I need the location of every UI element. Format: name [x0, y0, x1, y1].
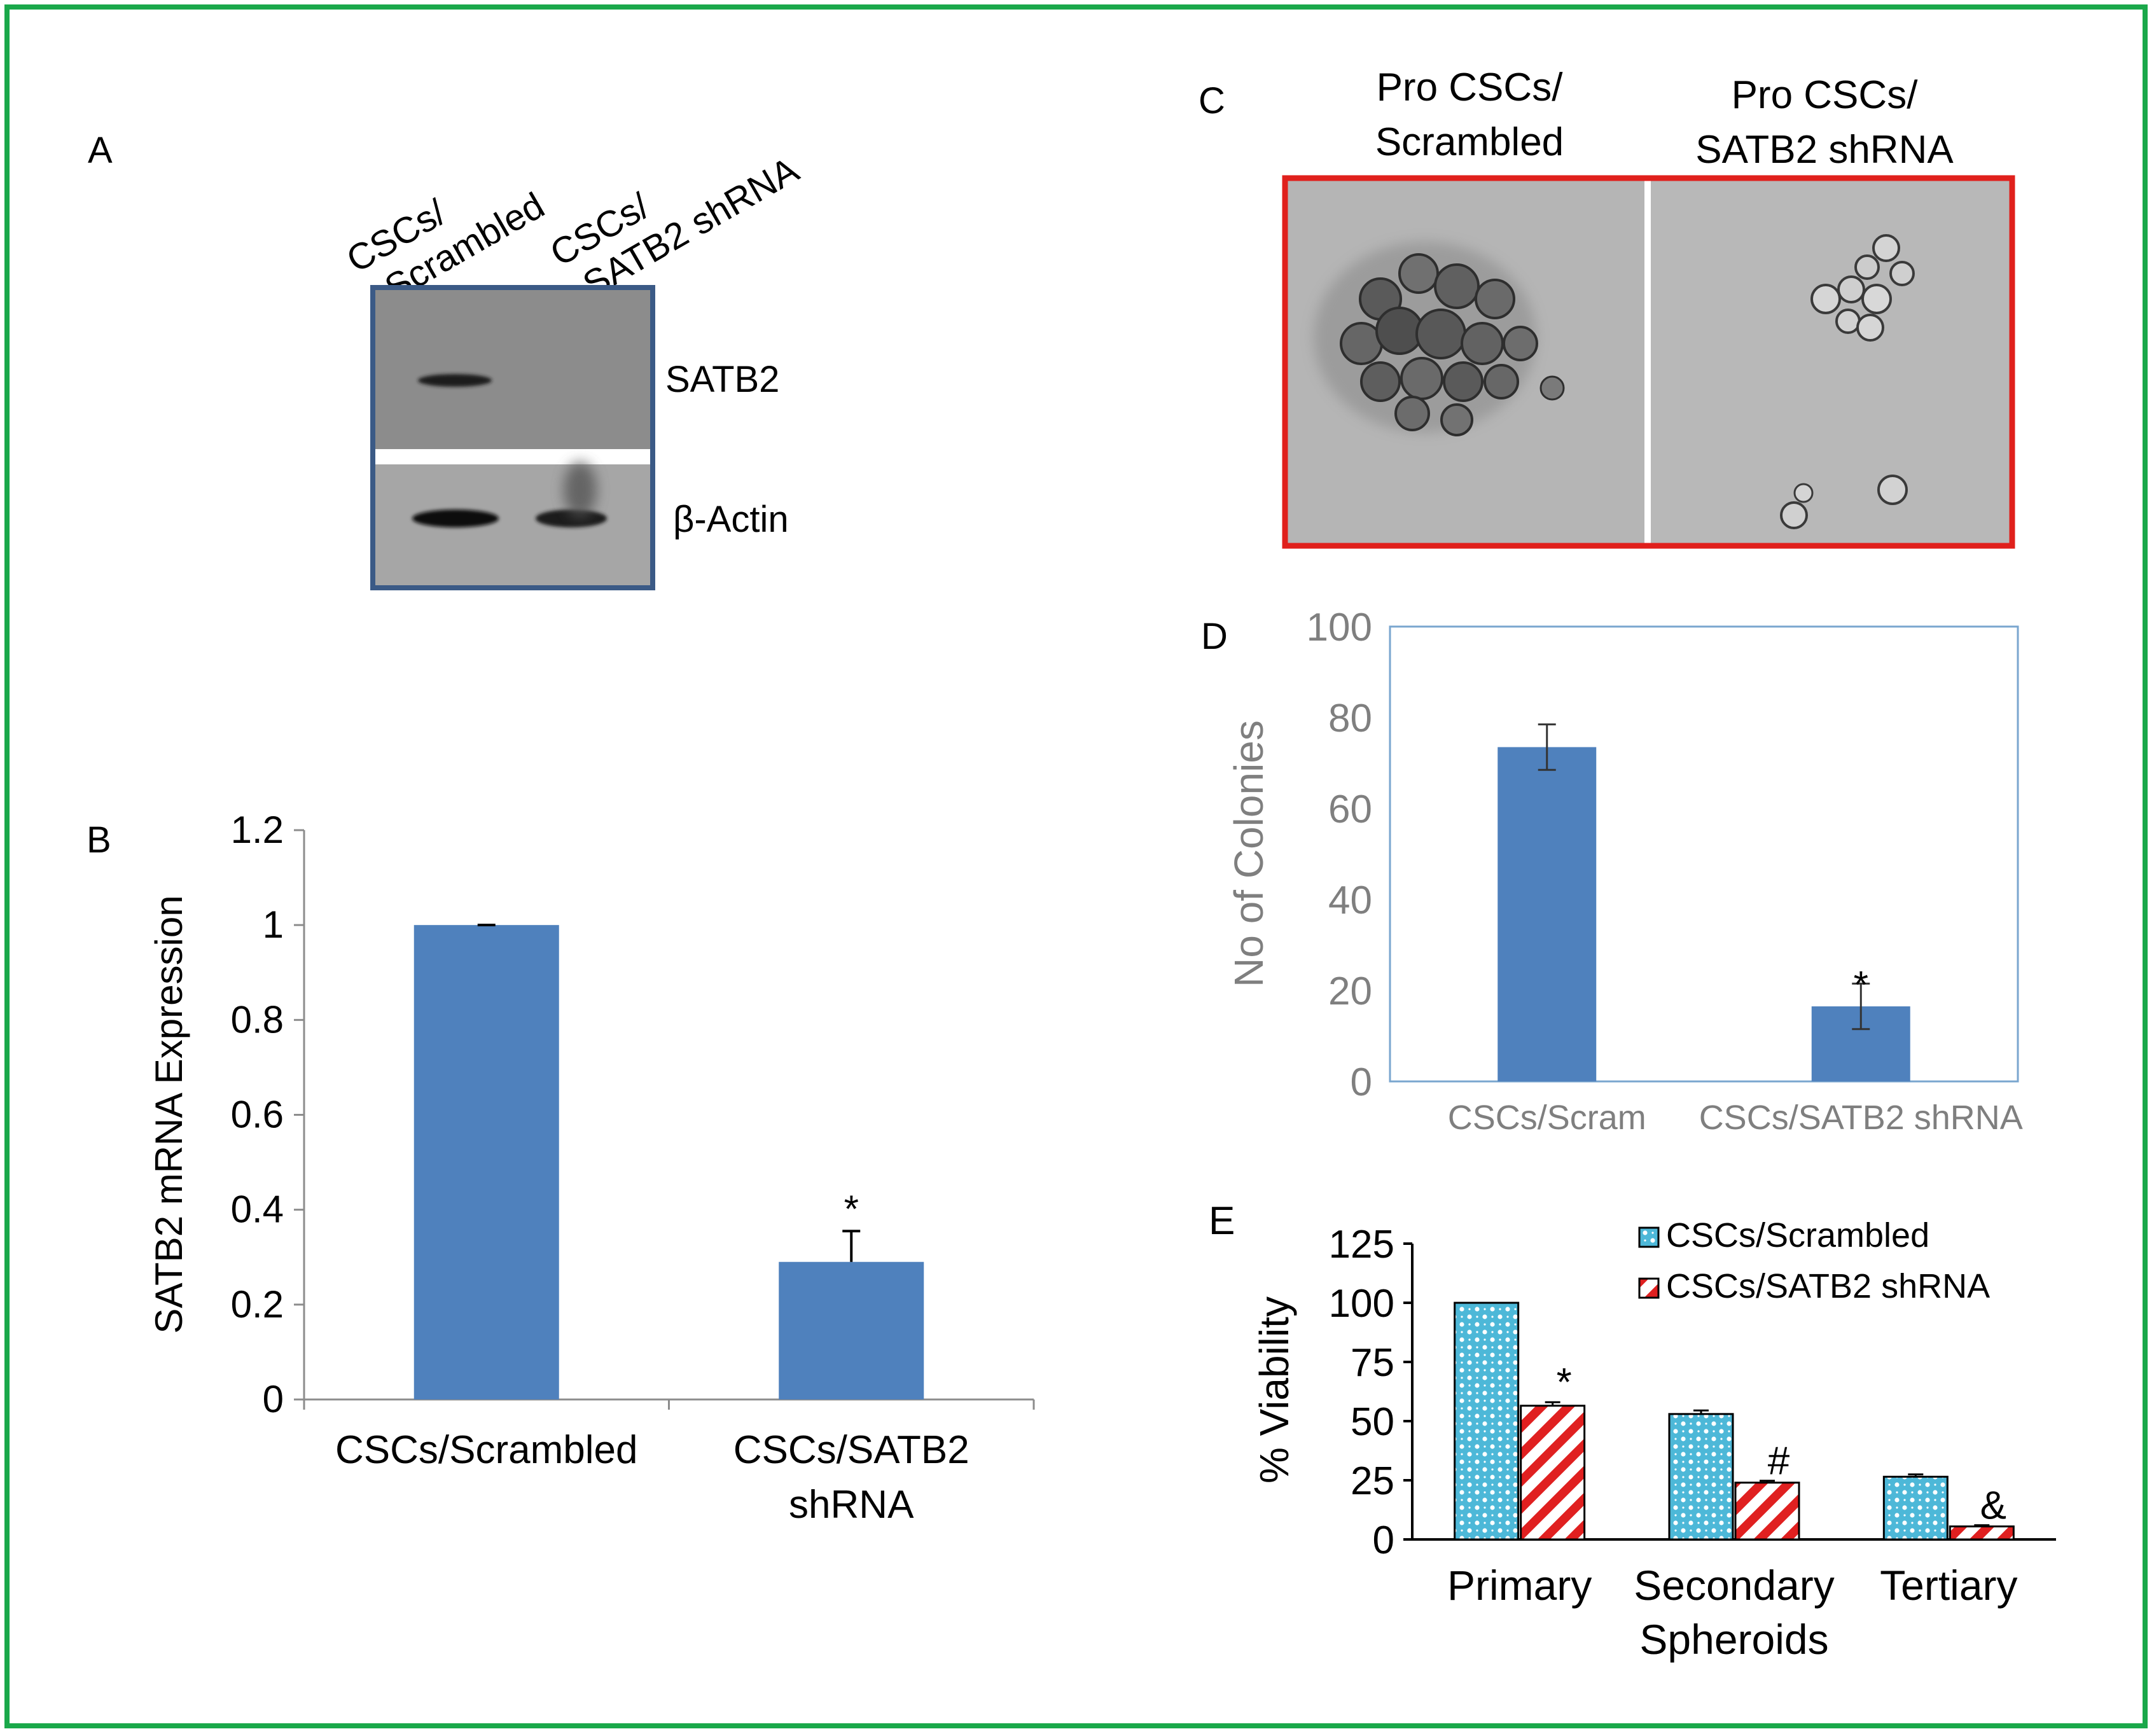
blot-separator: [373, 449, 653, 464]
y-tick-label: 0.4: [231, 1188, 284, 1231]
image-left-label-line-1: Pro CSCs/: [1377, 66, 1564, 109]
y-tick-label: 0.6: [231, 1094, 284, 1136]
y-tick-label: 1.2: [231, 809, 284, 851]
category-label: Primary: [1447, 1562, 1592, 1609]
category-label: CSCs/SATB2: [733, 1428, 969, 1472]
y-tick-label: 20: [1328, 969, 1372, 1013]
actin-band-lane-2: [536, 510, 607, 527]
blot-border: [370, 285, 655, 590]
blot-bottom-band-panel: [373, 464, 653, 588]
spheroid-large: [1314, 242, 1565, 436]
panel-d-letter: D: [1201, 616, 1228, 657]
panel-c-letter: C: [1199, 80, 1225, 122]
category-label: Secondary: [1634, 1562, 1835, 1609]
chart-e: 0 25 50 75 100 125 * # & Primary Secondary Tertiary…: [1251, 1216, 2056, 1663]
y-tick-label: 100: [1307, 606, 1372, 649]
actin-band-lane-1: [412, 510, 499, 527]
bar: [1497, 747, 1597, 1081]
bar: [1454, 1302, 1520, 1541]
actin-band-label: β-Actin: [673, 499, 789, 540]
category-label: CSCs/Scrambled: [335, 1428, 637, 1472]
category-label: shRNA: [789, 1483, 914, 1527]
image-right-label-line-1: Pro CSCs/: [1732, 73, 1919, 117]
bar: [413, 925, 559, 1399]
panel-b: B 0 0.2 0.4 0.6 0.8 1 1.2 CSCs/Scrambled * CSCs/S…: [87, 809, 1035, 1527]
legend-swatch: [1638, 1277, 1660, 1299]
y-tick-label: 0.8: [231, 998, 284, 1041]
bar: [1668, 1413, 1734, 1541]
y-tick-label: 1: [263, 903, 284, 946]
image-satb2-shrna: [1651, 178, 2012, 546]
panel-e: E 0 25 50 75 100 125 * # & Primary Secondary Tertia…: [1209, 1199, 2056, 1663]
bar: [1882, 1475, 1949, 1541]
category-label: Tertiary: [1880, 1562, 2017, 1609]
western-blot: [370, 285, 655, 590]
y-tick-label: 75: [1351, 1341, 1394, 1385]
y-tick-label: 25: [1351, 1459, 1394, 1503]
y-tick-label: 0: [1351, 1060, 1372, 1104]
y-tick-label: 0: [263, 1378, 284, 1420]
panel-b-letter: B: [87, 819, 111, 861]
bar: [779, 1261, 924, 1399]
y-tick-label: 60: [1328, 788, 1372, 831]
panel-e-letter: E: [1209, 1199, 1235, 1243]
satb2-band-lane-1: [418, 374, 492, 387]
microscopy-images: [1282, 175, 2015, 549]
bar: [1734, 1482, 1800, 1541]
image-border: [1282, 175, 2015, 549]
y-axis-label: % Viability: [1251, 1296, 1297, 1483]
bar: [1520, 1405, 1586, 1541]
legend-label: CSCs/SATB2 shRNA: [1666, 1267, 1990, 1305]
significance-marker: *: [1557, 1361, 1572, 1405]
significance-marker: &: [1980, 1484, 2006, 1528]
legend-label: CSCs/Scrambled: [1666, 1216, 1929, 1254]
y-tick-label: 50: [1351, 1400, 1394, 1444]
y-tick-label: 40: [1328, 878, 1372, 922]
spheroid-small: [1780, 234, 1915, 529]
significance-marker: #: [1768, 1440, 1790, 1483]
x-axis-label: Spheroids: [1639, 1616, 1828, 1663]
blot-top-band-panel: [373, 288, 653, 449]
category-label: CSCs/SATB2 shRNA: [1699, 1099, 2023, 1137]
chart-d: 0 20 40 60 80 100 CSCs/Scram * CSCs/SATB2 shRNA N…: [1226, 606, 2023, 1137]
chart-b: 0 0.2 0.4 0.6 0.8 1 1.2 CSCs/Scrambled * CSCs/SAT…: [148, 809, 1035, 1527]
image-divider: [1644, 178, 1651, 546]
plot-area-border: [1389, 625, 2019, 1083]
y-tick-label: 0.2: [231, 1283, 284, 1326]
panel-a-letter: A: [88, 130, 113, 171]
panel-c: C Pro CSCs/ Scrambled Pro CSCs/ SATB2 sh…: [1199, 66, 2015, 549]
y-tick-label: 0: [1373, 1518, 1394, 1562]
legend-swatch: [1638, 1226, 1660, 1248]
y-axis-label: SATB2 mRNA Expression: [148, 895, 190, 1333]
image-left-label-line-2: Scrambled: [1375, 120, 1564, 164]
y-axis-label: No of Colonies: [1226, 720, 1272, 987]
y-tick-label: 80: [1328, 697, 1372, 740]
significance-marker: *: [844, 1188, 859, 1230]
bar: [1949, 1525, 2015, 1541]
panel-d: D 0 20 40 60 80 100 CSCs/Scram * CSCs/SATB2 shRN…: [1201, 606, 2023, 1137]
y-tick-label: 125: [1329, 1223, 1394, 1267]
category-label: CSCs/Scram: [1448, 1099, 1646, 1137]
actin-smear-lane-2: [564, 462, 597, 518]
significance-marker: *: [1854, 963, 1868, 1006]
satb2-band-label: SATB2: [665, 359, 779, 400]
image-right-label-line-2: SATB2 shRNA: [1695, 128, 1954, 172]
y-tick-label: 100: [1329, 1282, 1394, 1326]
